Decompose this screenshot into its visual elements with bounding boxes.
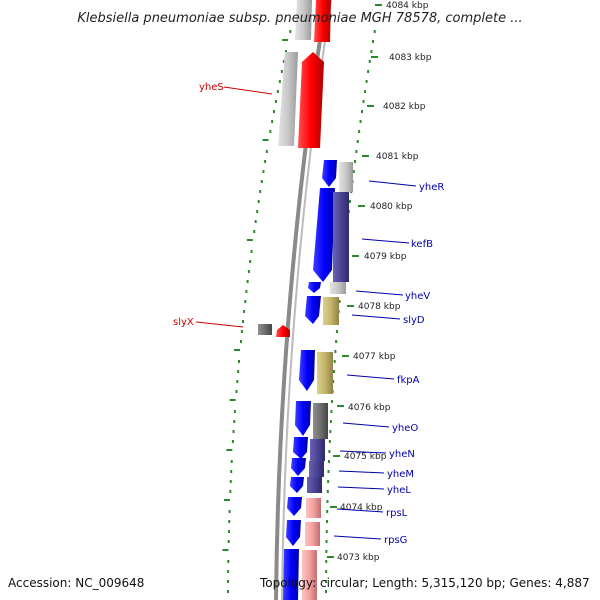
- gene-slyX: [276, 325, 290, 337]
- label-rpsG: rpsG: [384, 535, 407, 546]
- kbp-label-4075: 4075 kbp: [344, 452, 387, 462]
- label-fkpA: fkpA: [397, 375, 420, 386]
- reverse-genes: [283, 160, 353, 600]
- gene-slyD: [305, 296, 321, 324]
- forward-genes: [258, 0, 331, 337]
- kbp-label-4073: 4073 kbp: [337, 553, 380, 563]
- label-kefB: kefB: [411, 239, 433, 250]
- gc-track-left: [222, 30, 292, 593]
- gene-slyX-cog: [258, 324, 272, 335]
- label-yheO: yheO: [392, 423, 418, 434]
- gene-yheV: [308, 282, 321, 293]
- kbp-scale: 4084 kbp 4083 kbp 4082 kbp 4081 kbp 4080…: [327, 1, 432, 563]
- kbp-label-4078: 4078 kbp: [358, 302, 401, 312]
- gene-rpsL: [287, 497, 302, 516]
- kbp-label-4077: 4077 kbp: [353, 352, 396, 362]
- kbp-label-4082: 4082 kbp: [383, 102, 426, 112]
- gene-kefB: [313, 188, 335, 282]
- gene-yheO: [295, 401, 311, 436]
- gene-yheL: [290, 477, 304, 493]
- gene-yheM-cog: [309, 461, 324, 477]
- gene-yheR-cog: [339, 162, 353, 192]
- label-yheM: yheM: [387, 469, 414, 480]
- gene-slyD-cog: [323, 297, 339, 325]
- gene-rpsG: [286, 520, 301, 546]
- gene-kefB-cog2: [330, 282, 346, 294]
- kbp-label-4074: 4074 kbp: [340, 503, 383, 513]
- label-slyX: slyX: [173, 317, 194, 328]
- gene-yheS-cog: [278, 52, 298, 146]
- gene-bottom-cog: [302, 550, 317, 600]
- gene-yheN-cog: [310, 439, 325, 461]
- topology-text: Topology: circular; Length: 5,315,120 bp…: [259, 576, 590, 590]
- label-rpsL: rpsL: [386, 508, 408, 519]
- map-title: Klebsiella pneumoniae subsp. pneumoniae …: [77, 11, 522, 26]
- gene-yheN: [293, 437, 308, 459]
- accession-text: Accession: NC_009648: [8, 576, 144, 590]
- kbp-label-4079: 4079 kbp: [364, 252, 407, 262]
- kbp-label-4081: 4081 kbp: [376, 152, 419, 162]
- gene-bottom: [283, 549, 299, 600]
- gene-rpsL-cog: [306, 498, 321, 518]
- gene-rpsG-cog: [305, 522, 320, 546]
- kbp-label-4083: 4083 kbp: [389, 53, 432, 63]
- gene-yheR: [322, 160, 337, 187]
- gene-yheO-cog: [313, 403, 328, 439]
- kbp-label-4084: 4084 kbp: [386, 1, 429, 11]
- label-yheR: yheR: [419, 182, 444, 193]
- gene-kefB-cog: [333, 192, 349, 282]
- label-yheN: yheN: [389, 449, 415, 460]
- gene-fkpA: [299, 350, 315, 391]
- label-slyD: slyD: [403, 315, 425, 326]
- gene-forward-top-cog: [295, 0, 312, 40]
- label-yheL: yheL: [387, 485, 411, 496]
- kbp-label-4076: 4076 kbp: [348, 403, 391, 413]
- gene-yheS: [298, 52, 324, 148]
- gene-fkpA-cog: [317, 352, 333, 394]
- forward-labels: yheS slyX: [173, 82, 273, 328]
- gene-forward-top: [314, 0, 331, 42]
- kbp-label-4080: 4080 kbp: [370, 202, 413, 212]
- reverse-labels: yheR kefB yheV slyD fkpA yheO yheN yheM …: [333, 180, 444, 546]
- gene-yheL-cog: [307, 477, 322, 493]
- label-yheV: yheV: [405, 291, 430, 302]
- label-yheS: yheS: [199, 82, 224, 93]
- gene-yheM: [291, 458, 306, 476]
